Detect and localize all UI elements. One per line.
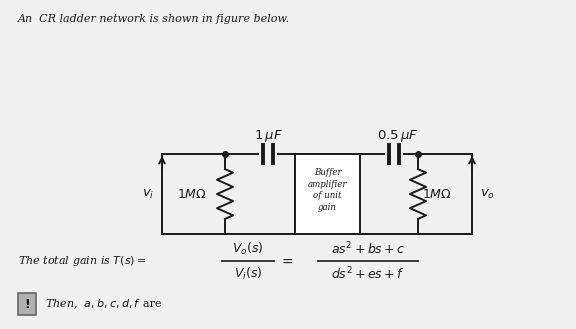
Text: Buffer
amplifier
of unit
gain: Buffer amplifier of unit gain [308, 168, 347, 212]
Text: $0.5\,\mu F$: $0.5\,\mu F$ [377, 128, 419, 144]
Text: $=$: $=$ [279, 254, 293, 268]
Text: $V_o(s)$: $V_o(s)$ [232, 241, 264, 257]
Text: $v_o$: $v_o$ [480, 188, 495, 201]
Text: are: are [136, 299, 161, 309]
Text: !: ! [24, 297, 30, 311]
Text: The total gain is $T(s) =$: The total gain is $T(s) =$ [18, 254, 146, 268]
Bar [295, 154, 360, 234]
Text: An  CR ladder network is shown in figure below.: An CR ladder network is shown in figure … [18, 14, 290, 24]
Text: $1M\Omega$: $1M\Omega$ [177, 188, 207, 200]
Text: $V_i(s)$: $V_i(s)$ [234, 266, 262, 282]
Text: $1M\Omega$: $1M\Omega$ [422, 188, 452, 200]
Text: Then,  $a, b, c, d, f$: Then, $a, b, c, d, f$ [45, 297, 141, 311]
Text: $1\,\mu F$: $1\,\mu F$ [253, 128, 282, 144]
Text: $ds^2+es+f$: $ds^2+es+f$ [331, 266, 405, 282]
Bar [18, 293, 36, 315]
Text: $as^2+bs+c$: $as^2+bs+c$ [331, 241, 406, 257]
Text: $v_i$: $v_i$ [142, 188, 154, 201]
